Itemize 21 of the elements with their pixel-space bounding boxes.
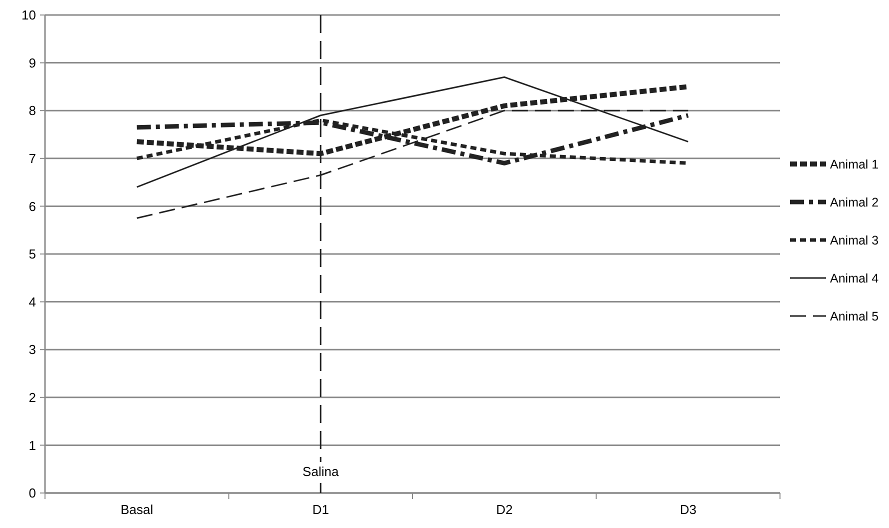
y-tick-label: 1	[28, 438, 36, 453]
y-tick-label: 2	[28, 390, 36, 405]
x-tick-label: Basal	[120, 502, 154, 517]
y-tick-label: 3	[28, 342, 36, 358]
legend-label: Animal 3	[830, 233, 879, 248]
x-tick-label: D3	[680, 502, 696, 517]
y-tick-label: 8	[28, 103, 36, 118]
y-tick-label: 10	[22, 8, 36, 23]
y-tick-label: 6	[28, 198, 36, 214]
y-tick-label: 7	[28, 150, 36, 166]
y-tick-label: 9	[28, 55, 36, 70]
legend-label: Animal 2	[830, 195, 879, 210]
legend-label: Animal 4	[830, 271, 879, 286]
ref-line-label: Salina	[302, 464, 340, 479]
x-tick-label: D2	[496, 502, 513, 517]
x-tick-label: D1	[312, 502, 329, 517]
legend-label: Animal 1	[830, 157, 879, 172]
y-tick-label: 0	[28, 486, 36, 501]
y-tick-label: 4	[28, 294, 36, 310]
y-tick-label: 5	[28, 246, 36, 262]
legend-label: Animal 5	[830, 309, 879, 324]
